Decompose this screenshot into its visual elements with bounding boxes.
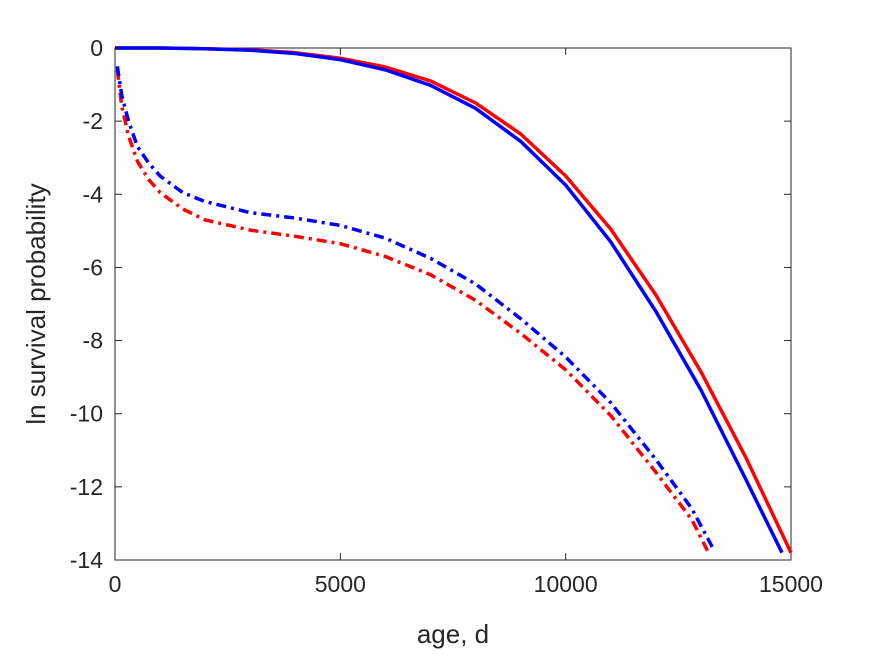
y-tick-label: -6 <box>83 254 103 280</box>
y-tick-label: -10 <box>70 401 103 427</box>
plot-area <box>114 47 792 561</box>
y-axis-label: ln survival probability <box>21 183 51 424</box>
y-tick-label: -8 <box>83 328 103 354</box>
y-tick-label: -12 <box>70 474 103 500</box>
x-tick-label: 15000 <box>759 571 823 597</box>
y-tick-label: 0 <box>90 35 103 61</box>
y-tick-label: -14 <box>70 547 103 573</box>
tick-labels-layer: 0 5000 10000 15000 0 -2 -4 -6 -8 -10 -12 -14 <box>70 35 823 597</box>
y-tick-label: -4 <box>83 181 104 207</box>
series-layer <box>115 46 793 554</box>
x-tick-label: 5000 <box>315 571 366 597</box>
ticks-layer <box>114 47 792 561</box>
x-tick-label: 10000 <box>534 571 598 597</box>
x-tick-label: 0 <box>109 571 122 597</box>
x-axis-label: age, d <box>417 619 489 649</box>
series-line-4 <box>115 66 716 552</box>
series-line-3 <box>115 69 710 552</box>
series-line-2 <box>115 46 784 554</box>
y-tick-label: -2 <box>83 108 103 134</box>
